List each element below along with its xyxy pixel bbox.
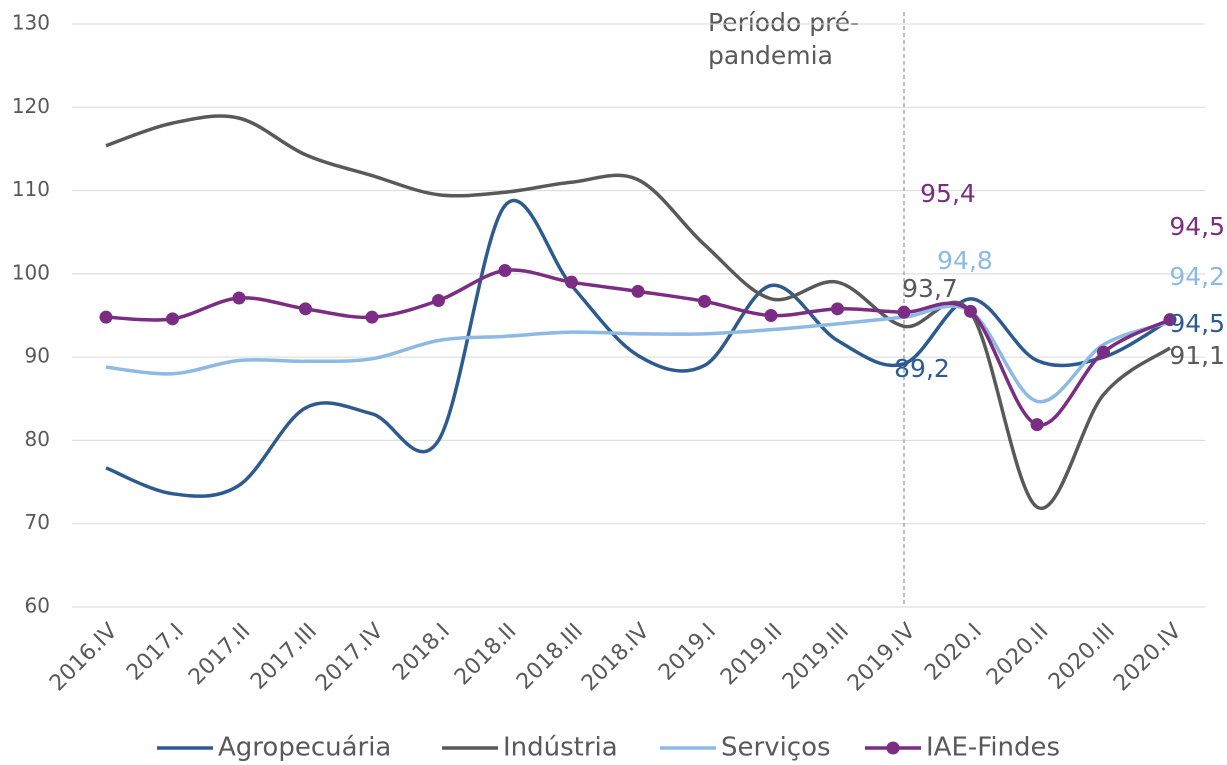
point-marker (1163, 313, 1177, 327)
data-label: 93,7 (902, 274, 958, 303)
y-tick-label: 110 (12, 177, 50, 201)
y-tick-label: 120 (12, 94, 50, 118)
point-marker (99, 310, 113, 324)
point-marker (831, 302, 844, 316)
x-tick-label: 2019.IV (843, 619, 920, 696)
point-marker (1097, 345, 1110, 359)
series-line (105, 198, 1171, 498)
x-tick-label: 2020.IV (1109, 619, 1186, 696)
point-marker (698, 294, 711, 308)
x-tick-label: 2019.II (716, 619, 787, 690)
annotation: Período pré- (708, 8, 859, 37)
x-tick-label: 2017.IV (311, 619, 388, 696)
x-tick-label: 2017.III (246, 619, 322, 695)
legend-label: Indústria (503, 733, 618, 763)
data-label: 89,2 (894, 354, 950, 383)
x-tick-label: 2020.II (982, 619, 1053, 690)
point-marker (299, 302, 312, 316)
y-tick-label: 100 (12, 260, 50, 284)
x-tick-label: 2018.IV (577, 619, 654, 696)
point-marker (365, 310, 379, 324)
legend-marker (886, 741, 900, 755)
x-tick-label: 2016.IV (45, 619, 122, 696)
point-marker (432, 294, 445, 308)
series-line (105, 114, 1172, 511)
data-label: 91,1 (1169, 341, 1225, 370)
point-marker (565, 275, 578, 289)
point-marker (764, 309, 778, 322)
x-tick-label: 2018.I (388, 619, 455, 686)
series-line (105, 268, 1171, 427)
x-tick-label: 2020.III (1044, 619, 1120, 695)
x-tick-label: 2018.II (450, 619, 521, 690)
x-tick-label: 2017.II (184, 619, 255, 690)
x-tick-label: 2019.III (778, 619, 854, 695)
x-tick-label: 2017.I (122, 619, 189, 686)
point-marker (897, 305, 911, 319)
x-tick-label: 2020.I (920, 619, 987, 686)
point-marker (498, 264, 512, 278)
series-line (105, 304, 1171, 404)
y-tick-label: 70 (25, 510, 50, 534)
point-marker (964, 304, 977, 318)
data-label: 94,2 (1169, 262, 1225, 291)
x-tick-label: 2018.III (512, 619, 588, 695)
data-label: 95,4 (920, 179, 976, 208)
point-marker (166, 312, 179, 326)
point-marker (1030, 418, 1044, 432)
data-label: 94,5 (1169, 212, 1225, 241)
legend-label: Serviços (721, 733, 831, 763)
legend-label: Agropecuária (218, 733, 391, 763)
point-marker (232, 291, 246, 305)
y-tick-label: 80 (25, 427, 50, 451)
data-label: 94,8 (937, 246, 993, 275)
legend-label: IAE-Findes (926, 733, 1060, 763)
y-tick-label: 130 (12, 11, 50, 35)
x-tick-label: 2019.I (654, 619, 721, 686)
data-label: 94,5 (1169, 309, 1225, 338)
y-tick-label: 60 (25, 594, 50, 618)
point-marker (631, 284, 645, 298)
y-tick-label: 90 (25, 344, 50, 368)
annotation: pandemia (708, 41, 833, 70)
